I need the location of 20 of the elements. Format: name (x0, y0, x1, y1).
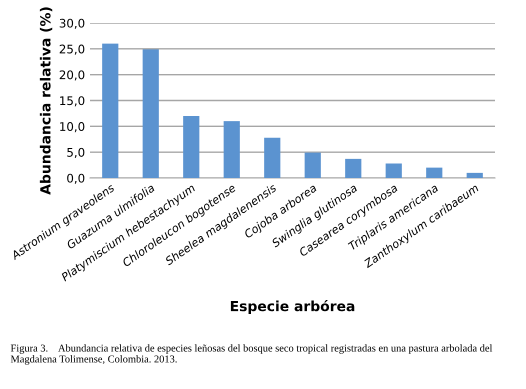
bar (345, 158, 362, 178)
y-tick-label: 10,0 (60, 122, 84, 132)
bar (142, 49, 159, 178)
y-tick-label: 0,0 (67, 174, 84, 184)
text: Figura 3. Abundancia relativa de especies leñosas del bosque seco tropical registradas en una pastura arbolada del Magdalena Tolimense, Colombia. 2013. (10, 344, 492, 365)
x-axis-title: Especie arbórea (230, 300, 354, 314)
bar (426, 168, 442, 178)
bar (183, 116, 200, 178)
bar (386, 164, 402, 178)
bar (466, 172, 483, 178)
bar (264, 138, 280, 178)
y-tick-label: 20,0 (60, 70, 84, 81)
y-tick-label: 5,0 (67, 148, 84, 158)
bar (304, 152, 321, 178)
bar (102, 44, 118, 178)
y-tick-label: 15,0 (60, 96, 84, 106)
y-tick-label: 25,0 (60, 44, 84, 55)
y-axis-title: Abundancia relativa (%) (40, 7, 52, 195)
bar (224, 121, 240, 178)
y-tick-label: 30,0 (60, 18, 84, 29)
